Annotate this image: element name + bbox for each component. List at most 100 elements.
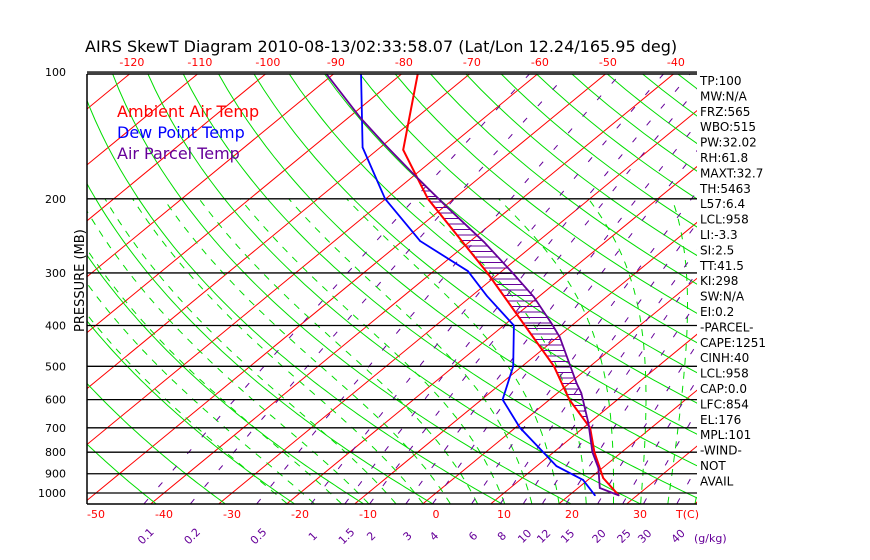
isotherm-line — [763, 63, 870, 504]
isotherm-line — [87, 74, 607, 502]
isotherm-line — [0, 63, 75, 504]
pressure-tick-label: 300 — [45, 267, 66, 280]
dry-adiabat-line — [746, 72, 870, 504]
moist-adiabat-line — [87, 282, 315, 504]
mixing-ratio-tick-label: 1 — [306, 529, 320, 543]
sounding-index: MW:N/A — [700, 89, 748, 103]
top-temp-tick-label: -120 — [119, 56, 144, 69]
pressure-tick-label: 500 — [45, 360, 66, 373]
series-point — [555, 465, 558, 467]
sounding-index: LCL:958 — [700, 367, 749, 381]
mixing-ratio-tick-label: 20 — [590, 527, 609, 546]
dry-adiabat-line — [218, 74, 697, 467]
sounding-index: CAP:0.0 — [700, 382, 747, 396]
top-temp-tick-label: -90 — [327, 56, 345, 69]
bottom-temp-tick-label: -40 — [155, 508, 173, 521]
isotherm-line — [218, 109, 697, 504]
isotherm-line — [0, 63, 7, 504]
isotherm-line — [354, 221, 697, 504]
mixing-ratio-tick-label: 15 — [558, 527, 577, 546]
moist-adiabat-line — [163, 198, 451, 504]
top-temp-tick-label: -60 — [531, 56, 549, 69]
mixing-ratio-tick-label: 3 — [401, 529, 415, 543]
sounding-index: WBO:515 — [700, 120, 756, 134]
moist-adiabat-line — [288, 198, 533, 504]
sounding-index: CAPE:1251 — [700, 336, 766, 350]
sounding-index: CINH:40 — [700, 351, 749, 365]
legend-entry: Air Parcel Temp — [117, 144, 240, 163]
y-axis-title: PRESSURE (MB) — [73, 229, 88, 332]
series-point — [575, 382, 578, 384]
isotherm-line — [286, 165, 697, 504]
top-temp-tick-label: -40 — [667, 56, 685, 69]
bottom-temp-tick-label: -50 — [87, 508, 105, 521]
dry-adiabat-line — [781, 72, 870, 504]
sounding-index: SW:N/A — [700, 290, 745, 304]
series-point — [582, 479, 584, 481]
series-point — [467, 270, 469, 272]
dry-adiabat-line — [429, 74, 697, 285]
sounding-index: MAXT:32.7 — [700, 166, 763, 180]
mixing-ratio-tick-label: 8 — [495, 529, 509, 543]
sounding-index: PW:32.02 — [700, 136, 757, 150]
moist-adiabat-line — [87, 210, 369, 504]
isotherm-line — [831, 63, 870, 504]
series-point — [483, 240, 485, 243]
series-point — [550, 322, 553, 325]
series-point — [558, 336, 561, 338]
series-line-air-parcel-temp — [325, 74, 620, 497]
series-point — [486, 272, 489, 274]
pressure-tick-label: 100 — [45, 66, 66, 79]
series-point — [361, 146, 364, 149]
series-point — [519, 426, 521, 429]
dry-adiabat-line — [816, 72, 870, 504]
mixing-ratio-tick-label: 1.5 — [336, 526, 358, 548]
pressure-tick-label: 200 — [45, 193, 66, 206]
sounding-index: L57:6.4 — [700, 197, 745, 211]
series-point — [419, 240, 421, 242]
moist-adiabat-line — [415, 198, 587, 504]
top-temp-tick-label: -80 — [395, 56, 413, 69]
isotherm-line — [87, 74, 403, 334]
mixing-ratio-tick-label: 0.1 — [135, 526, 157, 548]
isotherm-line — [490, 333, 697, 504]
dry-adiabat-line — [465, 74, 697, 257]
dry-adiabat-line — [323, 74, 697, 374]
mixing-ratio-line — [471, 190, 697, 504]
series-point — [427, 197, 429, 200]
moist-adiabat-line — [132, 198, 424, 504]
pressure-lines — [87, 71, 697, 494]
series-point — [602, 477, 605, 479]
series-point — [594, 494, 596, 497]
mixing-ratio-line — [542, 271, 697, 504]
sounding-index: LI:-3.3 — [700, 228, 738, 242]
dry-adiabat-line — [253, 74, 697, 435]
top-temp-tick-label: -100 — [255, 56, 280, 69]
sounding-index: TH:5463 — [699, 182, 751, 196]
series-point — [532, 296, 535, 298]
dry-adiabat-line — [852, 72, 870, 504]
series-point — [591, 451, 594, 454]
pressure-tick-label: 1000 — [38, 487, 66, 500]
series-point — [580, 392, 583, 394]
dry-adiabat-line — [0, 72, 18, 504]
mixing-ratio-tick-label: 30 — [635, 527, 654, 546]
chart-title: AIRS SkewT Diagram 2010-08-13/02:33:58.0… — [85, 37, 677, 56]
mixing-ratio-line — [522, 248, 697, 504]
moist-adiabat-line — [346, 198, 560, 504]
isotherm-line — [87, 74, 539, 446]
mixing-ratio-tick-label: 6 — [466, 529, 480, 543]
bottom-temp-tick-label: -10 — [359, 508, 377, 521]
mixing-ratio-tick-label: 2 — [364, 529, 378, 543]
mixing-ratio-line — [500, 222, 697, 504]
series-point — [384, 144, 387, 146]
isotherm-line — [87, 74, 267, 222]
isotherm-line — [87, 74, 199, 166]
bottom-temp-tick-label: 0 — [433, 508, 440, 521]
dry-adiabat-line — [182, 74, 697, 499]
sounding-index: -WIND- — [700, 444, 742, 458]
series-point — [568, 398, 571, 401]
mixing-ratio-line — [190, 74, 568, 504]
pressure-tick-label: 800 — [45, 446, 66, 459]
legend: Ambient Air Temp Dew Point Temp Air Parcel… — [117, 102, 259, 163]
